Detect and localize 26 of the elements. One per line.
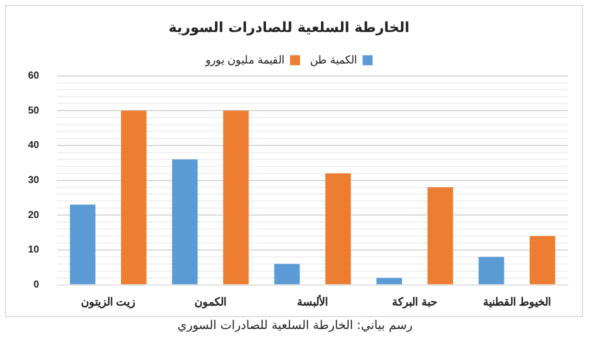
bar (274, 264, 300, 284)
x-tick-label: حبة البركة (392, 296, 438, 308)
bar (428, 187, 454, 284)
chart-title: الخارطة السلعية للصادرات السورية (168, 20, 410, 36)
bar (70, 204, 96, 284)
x-tick-label: الألبسة (297, 294, 328, 308)
y-tick-label: 20 (28, 210, 40, 221)
bar (478, 256, 504, 284)
bar (172, 159, 198, 284)
legend-label: القيمة مليون يورو (204, 54, 285, 66)
bar (530, 236, 556, 284)
legend-label: الكمية طن (310, 54, 358, 66)
y-tick-label: 40 (28, 140, 40, 152)
x-tick-label: زيت الزيتون (81, 296, 136, 308)
x-tick-label: الكمون (194, 296, 226, 308)
y-tick-label: 0 (34, 280, 40, 291)
y-tick-label: 10 (28, 244, 40, 256)
y-tick-label: 50 (28, 105, 40, 116)
x-tick-label: الخيوط القطنية (482, 296, 551, 308)
y-tick-label: 30 (28, 175, 40, 186)
bar (120, 110, 147, 284)
bar (325, 173, 351, 284)
bar (376, 278, 402, 284)
text: رسم بياني: الخارطة السلعية للصادرات السوري (176, 318, 414, 332)
bar (223, 110, 249, 284)
y-tick-label: 60 (28, 70, 40, 82)
